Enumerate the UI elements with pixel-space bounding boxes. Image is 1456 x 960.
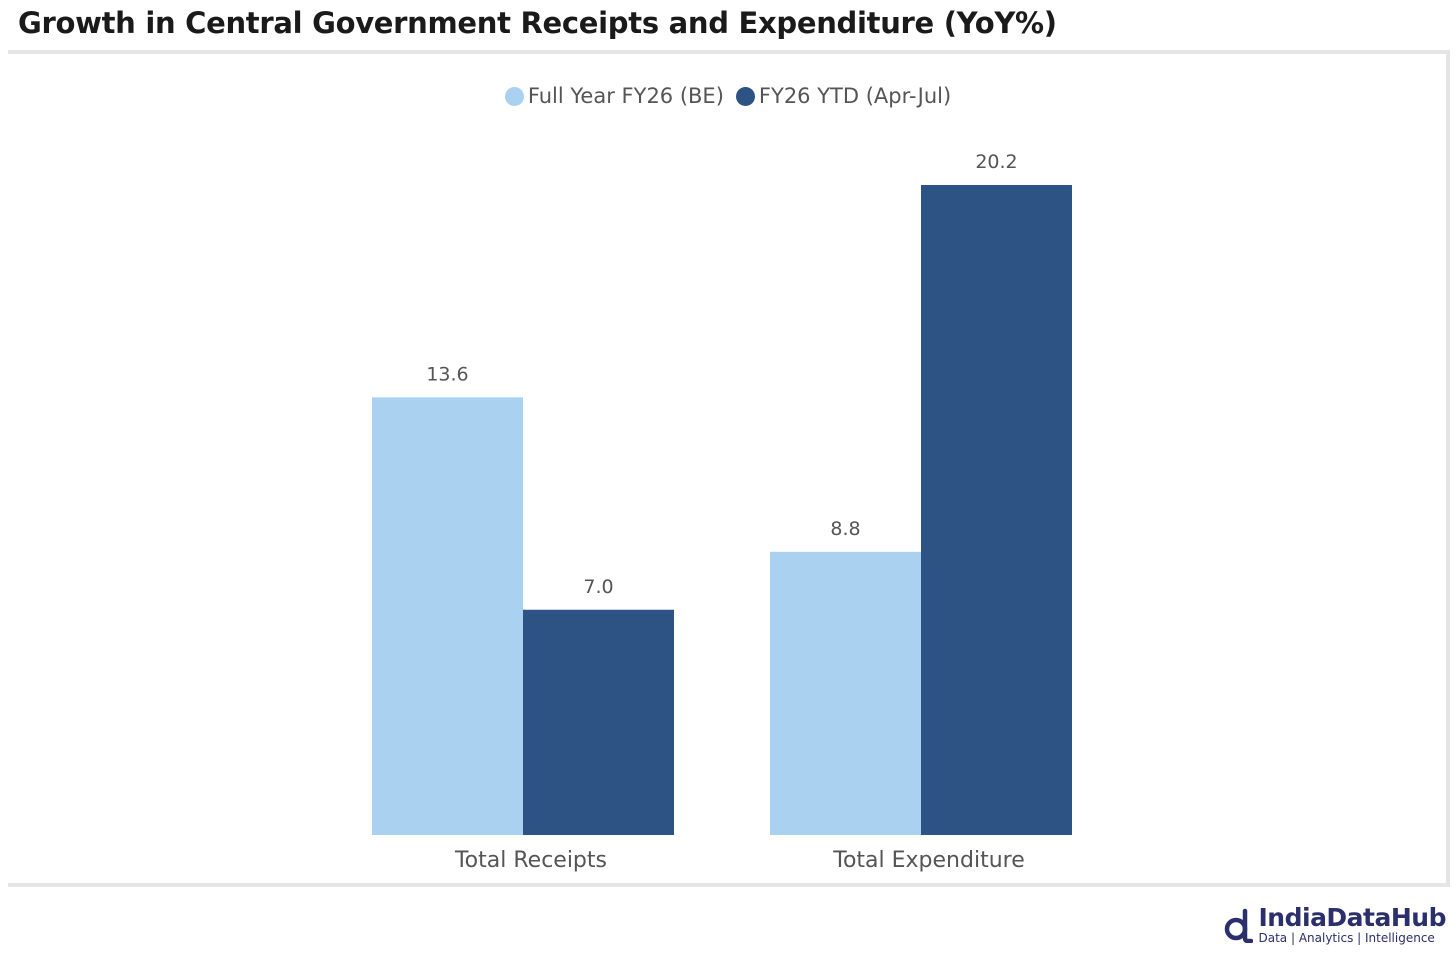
top-divider: [8, 50, 1448, 54]
bottom-divider: [8, 883, 1448, 887]
right-divider: [1446, 50, 1450, 887]
data-label-series2-2: 20.2: [975, 151, 1017, 173]
legend-label-series1: Full Year FY26 (BE): [527, 84, 724, 108]
chart-title: Growth in Central Government Receipts an…: [18, 6, 1057, 40]
legend-label-series2: FY26 YTD (Apr-Jul): [758, 84, 952, 108]
bar-series2-1: [523, 609, 674, 835]
indiadatahub-logo: IndiaDataHub Data | Analytics | Intellig…: [1223, 903, 1447, 945]
bar-series1-2: [770, 551, 921, 835]
logo-tagline: Data | Analytics | Intelligence: [1258, 931, 1435, 945]
legend-swatch-series2: [735, 86, 755, 106]
data-label-series2-1: 7.0: [583, 576, 613, 598]
bar-series2-2: [921, 185, 1072, 835]
legend-item-series2: FY26 YTD (Apr-Jul): [735, 84, 952, 108]
legend-swatch-series1: [504, 86, 524, 106]
chart-legend: Full Year FY26 (BE) FY26 YTD (Apr-Jul): [0, 84, 1456, 108]
logo-name: IndiaDataHub: [1258, 903, 1447, 932]
legend-item-series1: Full Year FY26 (BE): [504, 84, 724, 108]
indiadatahub-logo-icon: [1224, 908, 1253, 943]
data-label-series1-2: 8.8: [830, 518, 860, 540]
data-label-series1-1: 13.6: [426, 363, 468, 385]
bar-series1-1: [372, 397, 523, 835]
bar-chart: 13.6 7.0 Total Receipts 8.8 20.2 Total Expend…: [372, 151, 1072, 873]
x-tick-label-2: Total Expenditure: [832, 848, 1024, 873]
x-tick-label-1: Total Receipts: [454, 848, 607, 873]
